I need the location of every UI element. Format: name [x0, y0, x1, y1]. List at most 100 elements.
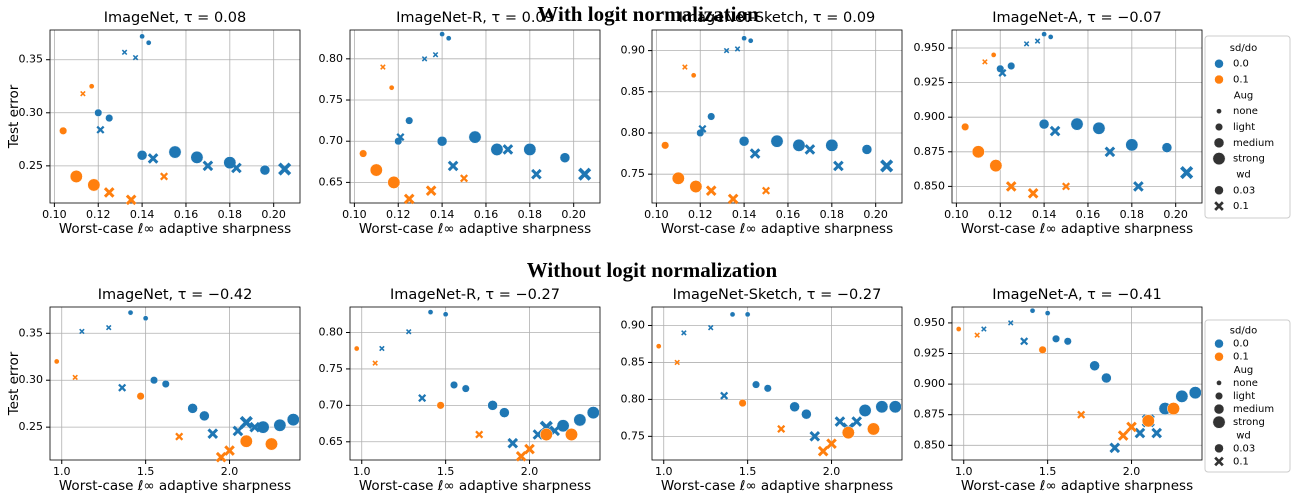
marker-circle [875, 400, 889, 414]
marker-circle [436, 135, 448, 147]
marker-circle [1167, 402, 1180, 416]
x-tick-label: 1.0 [955, 465, 973, 478]
marker-circle [741, 35, 747, 42]
y-tick-label: 0.80 [319, 326, 344, 339]
marker-circle [1213, 403, 1225, 415]
marker-circle [1214, 74, 1224, 85]
marker-circle [690, 72, 697, 79]
marker-circle [449, 380, 459, 390]
marker-cross [1020, 337, 1029, 346]
y-tick-label: 0.925 [914, 347, 946, 360]
marker-cross [239, 415, 253, 430]
marker-circle [387, 175, 401, 189]
marker-cross [826, 438, 837, 450]
marker-circle [751, 380, 761, 389]
y-tick-label: 0.850 [914, 179, 946, 192]
x-tick-label: 1.0 [655, 465, 673, 478]
x-tick-label: 0.18 [218, 208, 243, 221]
plot-frame [349, 29, 601, 204]
marker-circle [747, 37, 754, 44]
x-tick-label: 0.10 [342, 208, 367, 221]
marker-circle [1063, 337, 1072, 346]
x-axis-label: Worst-case ℓ∞ adaptive sharpness [661, 221, 893, 237]
marker-cross [432, 51, 439, 58]
marker-cross [1109, 442, 1121, 454]
y-tick-label: 0.90 [621, 44, 646, 57]
plot-frame [49, 29, 301, 204]
marker-circle [770, 134, 784, 148]
legend-label: 0.03 [1233, 443, 1255, 454]
marker-cross [105, 324, 112, 331]
marker-circle [468, 130, 482, 144]
marker-circle [1212, 152, 1226, 166]
marker-cross [707, 324, 714, 331]
marker-cross [531, 168, 542, 180]
legend-label: none [1233, 106, 1258, 117]
marker-cross [578, 167, 592, 181]
marker-cross [278, 162, 292, 176]
plot-frame [951, 29, 1203, 204]
marker-cross [1049, 125, 1061, 137]
marker-circle [996, 64, 1005, 73]
y-tick-label: 0.75 [621, 167, 646, 180]
marker-circle [187, 403, 198, 414]
y-axis-label: Test error [6, 351, 22, 416]
marker-cross [833, 160, 844, 172]
legend-label: 0.0 [1233, 59, 1249, 70]
marker-cross [1214, 456, 1224, 467]
legend-label: light [1233, 391, 1255, 402]
x-axis-label: Worst-case ℓ∞ adaptive sharpness [59, 478, 291, 494]
x-tick-label: 2.0 [1123, 465, 1141, 478]
marker-circle [1214, 338, 1224, 349]
marker-cross [727, 193, 739, 205]
marker-circle [1212, 415, 1226, 429]
marker-cross [459, 174, 469, 183]
x-tick-label: 0.18 [820, 208, 845, 221]
marker-cross [1117, 430, 1129, 441]
y-tick-label: 0.85 [621, 355, 646, 368]
marker-circle [69, 170, 83, 183]
marker-cross [761, 186, 771, 195]
legend-label: medium [1233, 404, 1274, 415]
x-tick-label: 0.14 [130, 208, 155, 221]
marker-cross [734, 46, 741, 52]
marker-cross [202, 160, 214, 172]
marker-circle [586, 406, 600, 420]
y-tick-label: 0.25 [19, 159, 44, 172]
marker-cross [705, 185, 717, 196]
marker-circle [661, 141, 670, 150]
marker-circle [190, 150, 204, 164]
marker-cross [720, 391, 729, 400]
x-tick-label: 2.0 [521, 465, 539, 478]
marker-circle [523, 143, 537, 156]
legend-label: 0.1 [1233, 75, 1249, 86]
subplot-title: ImageNet-A, τ = −0.07 [992, 10, 1161, 26]
marker-cross [507, 437, 519, 449]
marker-circle [149, 376, 159, 385]
marker-cross [1151, 427, 1163, 439]
legend-label: medium [1233, 138, 1274, 149]
marker-circle [168, 145, 182, 159]
y-tick-label: 0.80 [621, 392, 646, 405]
marker-cross [982, 59, 988, 65]
x-tick-label: 0.16 [174, 208, 199, 221]
legend-label: 0.03 [1233, 185, 1255, 196]
marker-cross [132, 54, 139, 61]
x-tick-label: 0.14 [732, 208, 757, 221]
marker-cross [79, 328, 85, 335]
marker-cross [1007, 320, 1014, 326]
x-tick-label: 0.20 [863, 208, 888, 221]
marker-cross [1034, 38, 1041, 44]
marker-circle [136, 149, 148, 161]
x-tick-label: 1.5 [437, 465, 455, 478]
marker-circle [1141, 414, 1155, 428]
marker-cross [1133, 181, 1144, 192]
subplot-title: ImageNet-R, τ = −0.27 [390, 287, 560, 303]
marker-circle [825, 138, 839, 152]
marker-circle [990, 52, 997, 58]
legend-label: 0.0 [1233, 339, 1249, 350]
x-tick-label: 0.18 [518, 208, 543, 221]
marker-cross [418, 394, 427, 403]
